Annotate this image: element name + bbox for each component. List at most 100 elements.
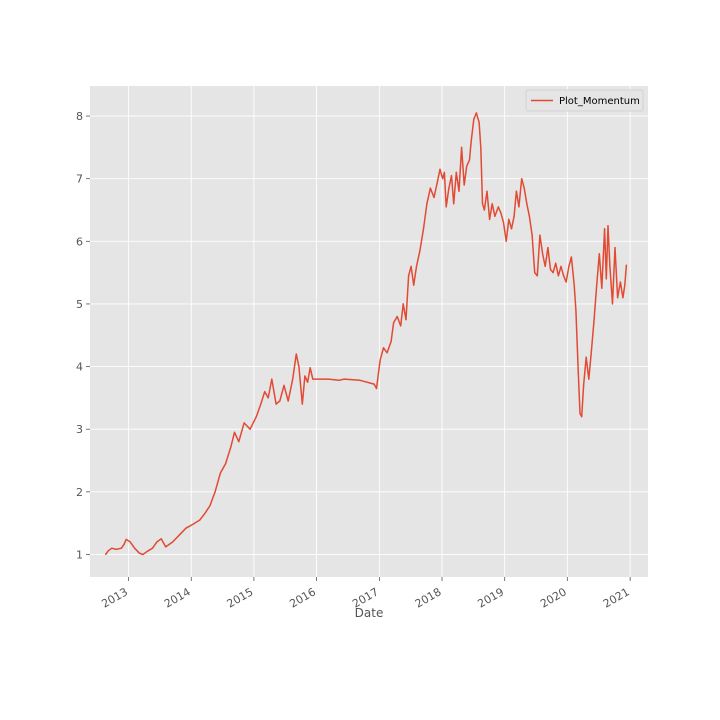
data-point <box>138 552 141 554</box>
data-point <box>338 379 340 381</box>
data-point <box>407 275 410 277</box>
data-point <box>579 412 581 415</box>
data-point <box>134 547 136 549</box>
data-point <box>583 384 585 386</box>
data-point <box>400 325 402 327</box>
legend-label: Plot_Momentum <box>559 96 640 107</box>
data-point <box>560 265 562 267</box>
data-point <box>442 178 444 180</box>
data-point <box>607 225 609 227</box>
data-point <box>624 284 626 286</box>
data-point <box>573 284 575 286</box>
data-point <box>312 378 314 380</box>
data-point <box>107 550 109 552</box>
data-point <box>481 203 484 205</box>
data-point <box>625 264 627 266</box>
data-point <box>483 209 486 211</box>
data-point <box>549 268 552 271</box>
x-tick-label: 2013 <box>99 585 130 610</box>
data-point <box>375 387 378 390</box>
data-point <box>622 297 624 299</box>
data-point <box>295 353 297 355</box>
data-point <box>115 548 117 551</box>
data-point <box>473 118 475 120</box>
data-point <box>534 272 536 274</box>
y-tick-label: 4 <box>76 361 83 374</box>
data-point <box>463 184 465 186</box>
data-point <box>526 203 528 205</box>
data-point <box>264 391 266 393</box>
data-point <box>386 352 388 354</box>
data-point <box>298 365 300 368</box>
data-point <box>279 400 281 402</box>
data-point <box>468 159 471 161</box>
data-point <box>123 543 125 546</box>
data-point <box>470 140 472 142</box>
data-point <box>562 275 565 277</box>
data-point <box>513 215 515 217</box>
data-point <box>570 256 573 258</box>
data-point <box>598 253 600 255</box>
x-tick-label: 2019 <box>475 585 506 610</box>
data-point <box>267 397 269 399</box>
legend-frame <box>525 89 644 112</box>
data-point <box>547 246 549 249</box>
data-point <box>309 367 311 369</box>
data-point <box>343 378 345 380</box>
data-point <box>233 431 236 433</box>
data-point <box>528 215 530 217</box>
data-point <box>382 347 385 349</box>
data-point <box>619 281 621 283</box>
data-point <box>500 212 502 214</box>
data-point <box>129 541 131 543</box>
data-point <box>466 165 468 167</box>
data-point <box>510 228 513 230</box>
data-point <box>292 378 294 380</box>
data-point <box>460 146 463 148</box>
data-point <box>581 416 583 418</box>
data-point <box>373 383 375 385</box>
x-tick-label: 2015 <box>225 585 256 610</box>
data-point <box>429 187 431 189</box>
data-point <box>271 378 273 380</box>
data-point <box>422 228 425 230</box>
data-point <box>415 265 418 267</box>
data-point <box>521 178 523 180</box>
data-point <box>502 221 505 224</box>
data-point <box>151 547 154 549</box>
data-point <box>224 463 227 465</box>
y-tick-label: 5 <box>76 298 83 311</box>
data-point <box>111 547 113 549</box>
x-tick-label: 2016 <box>287 585 318 610</box>
data-point <box>480 146 482 148</box>
data-point <box>593 319 595 321</box>
data-point <box>515 190 517 192</box>
data-point <box>542 253 544 255</box>
y-tick-label: 3 <box>76 423 83 436</box>
data-point <box>518 206 520 208</box>
data-point <box>260 403 262 405</box>
data-point <box>160 538 162 540</box>
data-point <box>402 303 404 305</box>
x-tick-label: 2021 <box>601 585 632 610</box>
data-point <box>544 265 546 267</box>
data-point <box>445 206 447 208</box>
data-point <box>443 171 446 174</box>
data-point <box>390 340 392 343</box>
data-point <box>405 319 407 321</box>
data-point <box>301 403 303 405</box>
data-point <box>588 378 590 380</box>
data-point <box>396 315 398 318</box>
data-point <box>172 541 174 543</box>
data-point <box>458 190 460 192</box>
data-point <box>575 309 577 311</box>
data-point <box>219 472 222 474</box>
data-point <box>433 196 435 199</box>
data-point <box>275 403 277 405</box>
data-point <box>603 228 606 230</box>
data-point <box>585 356 587 358</box>
data-point <box>410 265 412 267</box>
data-point <box>192 523 194 525</box>
y-tick-label: 6 <box>76 235 83 248</box>
data-point <box>455 171 457 174</box>
